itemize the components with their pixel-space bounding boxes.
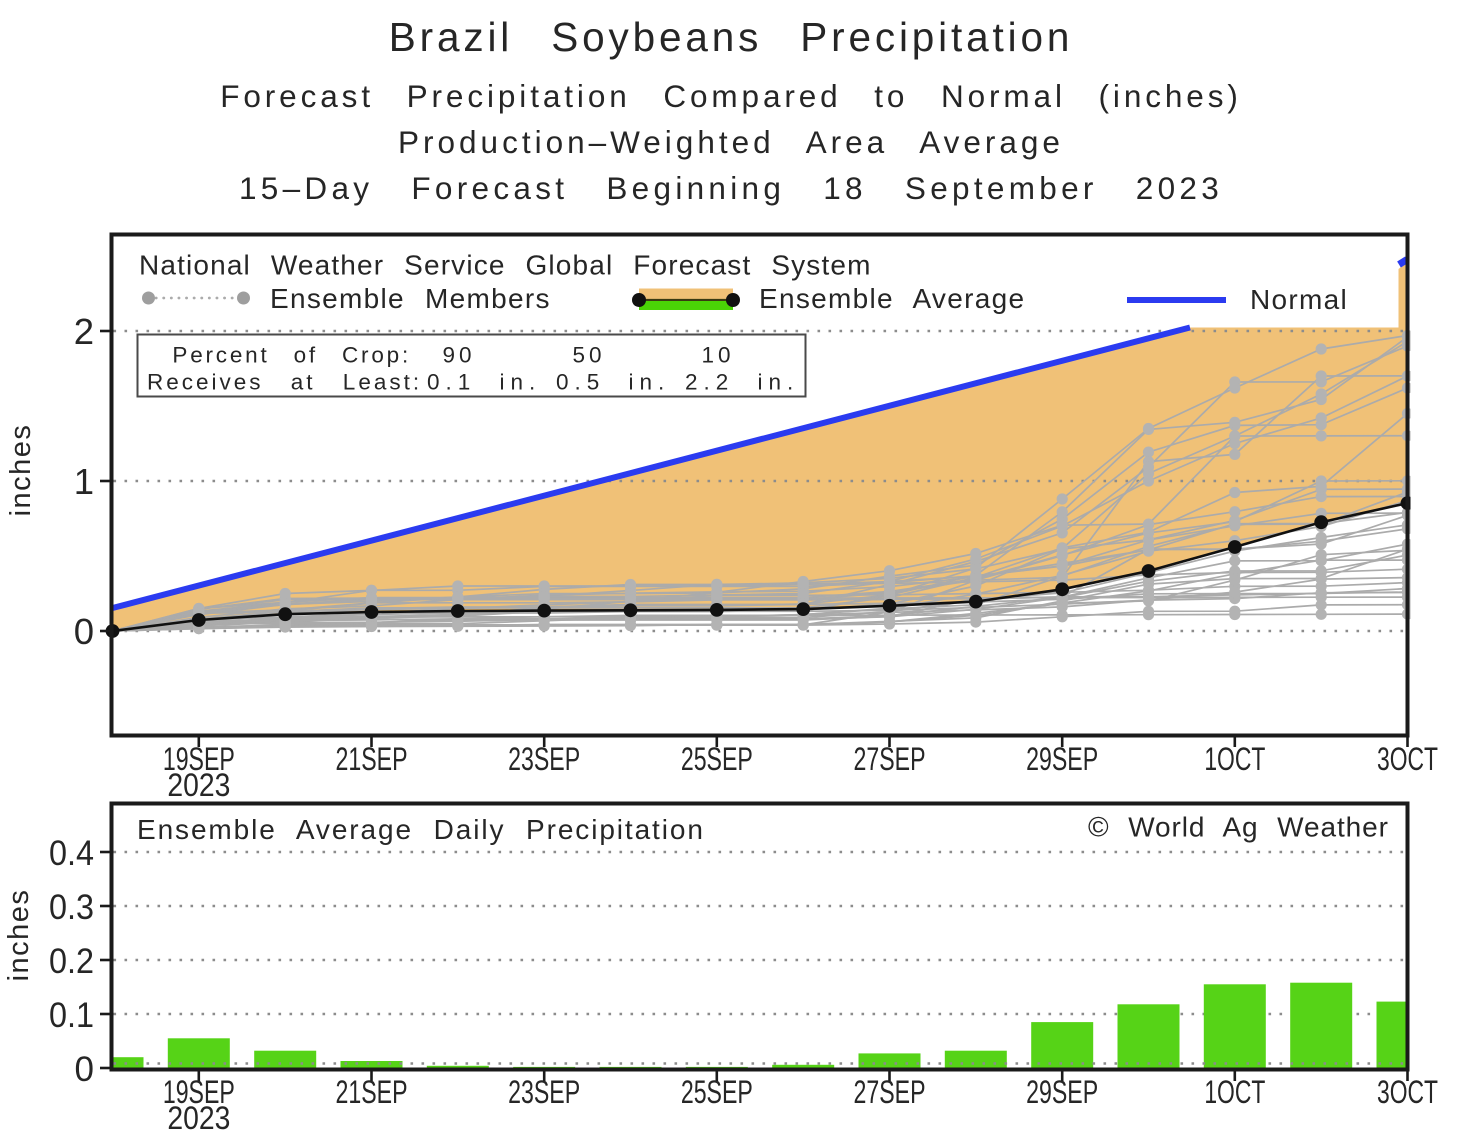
- svg-text:inches: inches: [3, 889, 35, 982]
- svg-text:29SEP: 29SEP: [1026, 741, 1098, 777]
- svg-text:2023: 2023: [167, 767, 230, 803]
- svg-text:0.1 in.: 0.1 in.: [427, 370, 541, 395]
- svg-text:2023: 2023: [167, 1100, 230, 1134]
- svg-text:2.2 in.: 2.2 in.: [685, 370, 799, 395]
- svg-text:Ensemble Average: Ensemble Average: [759, 283, 1025, 314]
- svg-text:1OCT: 1OCT: [1204, 1074, 1265, 1110]
- svg-text:3OCT: 3OCT: [1377, 741, 1438, 777]
- svg-text:1: 1: [74, 461, 94, 502]
- svg-text:90: 90: [442, 343, 475, 368]
- svg-text:25SEP: 25SEP: [681, 741, 753, 777]
- svg-text:10: 10: [701, 343, 734, 368]
- svg-text:National Weather Service Globa: National Weather Service Global Forecast…: [139, 250, 872, 281]
- svg-text:21SEP: 21SEP: [335, 741, 407, 777]
- svg-text:19SEP: 19SEP: [163, 741, 235, 777]
- svg-text:Forecast Precipitation Compare: Forecast Precipitation Compared to Norma…: [220, 78, 1242, 114]
- svg-text:0.1: 0.1: [49, 996, 94, 1035]
- svg-text:0.4: 0.4: [49, 834, 94, 873]
- svg-text:Brazil Soybeans Precipitation: Brazil Soybeans Precipitation: [389, 14, 1073, 60]
- svg-text:Ensemble Average Daily Precipi: Ensemble Average Daily Precipitation: [137, 814, 705, 845]
- svg-text:Normal: Normal: [1250, 284, 1348, 315]
- svg-text:23SEP: 23SEP: [508, 741, 580, 777]
- svg-text:50: 50: [572, 343, 605, 368]
- svg-text:Receives at Least:: Receives at Least:: [147, 370, 422, 395]
- svg-text:Ensemble Members: Ensemble Members: [270, 283, 551, 314]
- svg-text:0: 0: [74, 611, 94, 652]
- svg-text:23SEP: 23SEP: [508, 1074, 580, 1110]
- svg-text:© World Ag Weather: © World Ag Weather: [1088, 812, 1389, 843]
- svg-text:0: 0: [75, 1050, 94, 1089]
- svg-text:27SEP: 27SEP: [853, 1074, 925, 1110]
- svg-text:2: 2: [74, 311, 94, 352]
- svg-text:0.3: 0.3: [49, 888, 94, 927]
- svg-text:inches: inches: [5, 424, 37, 517]
- svg-text:27SEP: 27SEP: [853, 741, 925, 777]
- svg-text:29SEP: 29SEP: [1026, 1074, 1098, 1110]
- svg-text:Percent of Crop:: Percent of Crop:: [172, 343, 411, 368]
- svg-text:0.2: 0.2: [49, 942, 94, 981]
- svg-text:19SEP: 19SEP: [163, 1074, 235, 1110]
- svg-text:3OCT: 3OCT: [1377, 1074, 1438, 1110]
- svg-text:Production–Weighted Area Avera: Production–Weighted Area Average: [398, 124, 1064, 160]
- svg-text:21SEP: 21SEP: [335, 1074, 407, 1110]
- svg-text:0.5 in.: 0.5 in.: [556, 370, 670, 395]
- svg-text:1OCT: 1OCT: [1204, 741, 1265, 777]
- svg-text:15–Day Forecast Beginning 18 S: 15–Day Forecast Beginning 18 September 2…: [239, 170, 1223, 206]
- svg-text:25SEP: 25SEP: [681, 1074, 753, 1110]
